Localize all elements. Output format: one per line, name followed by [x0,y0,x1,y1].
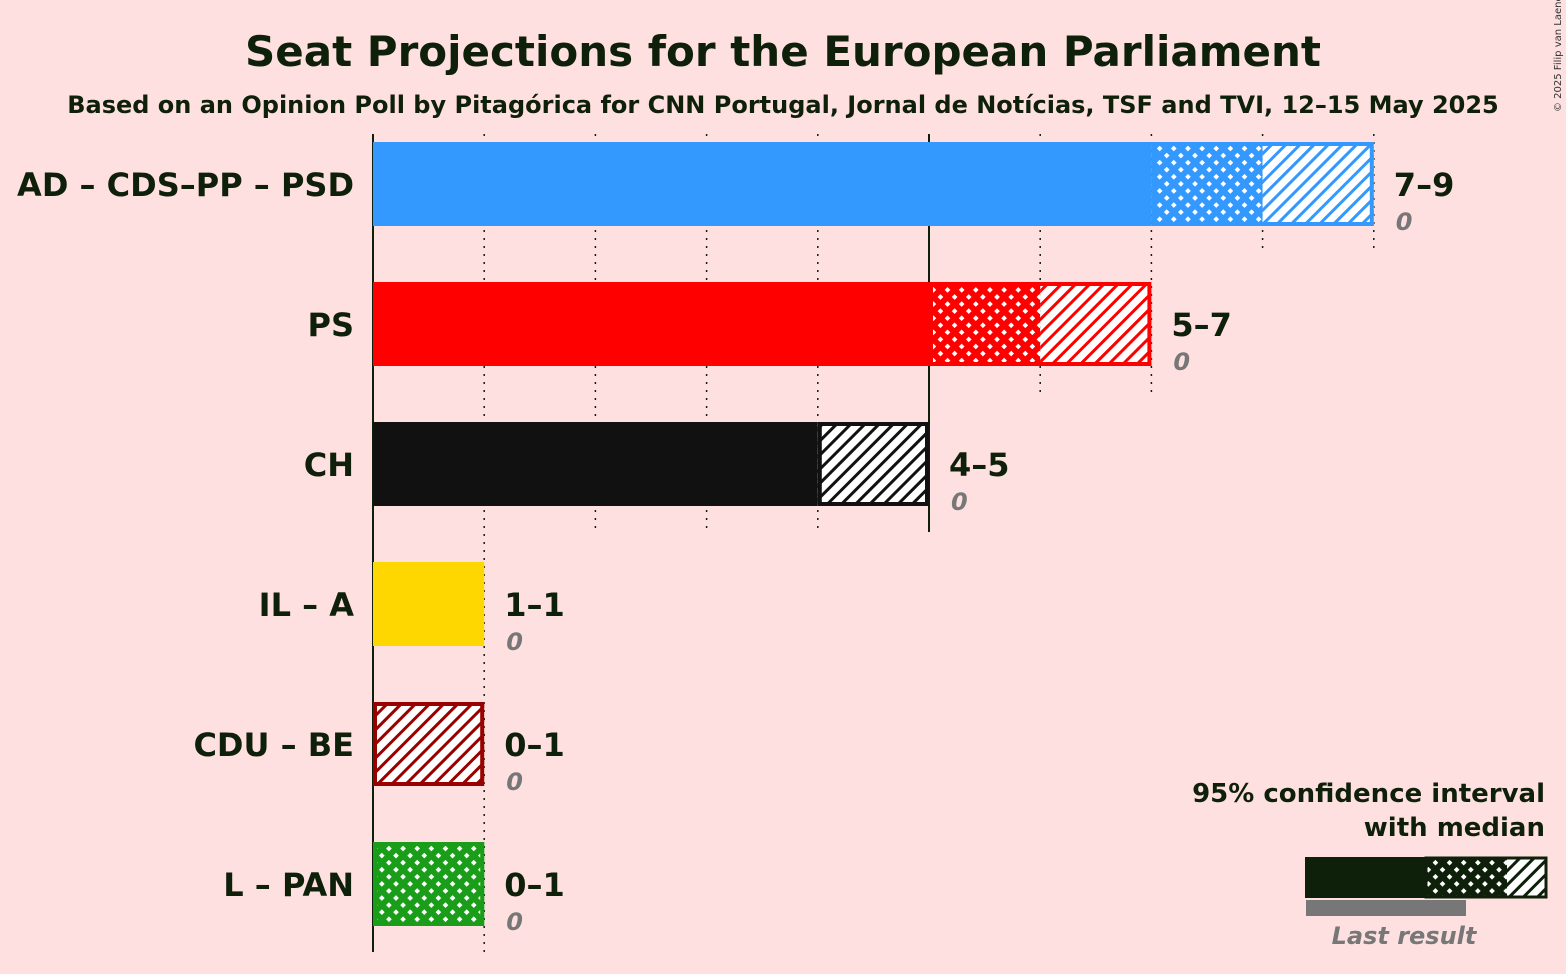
bar-solid [373,282,929,366]
party-row: IL – A 1–1 0 [259,562,565,656]
bar-solid [373,562,485,646]
legend-last-result-bar [1306,900,1466,916]
bar-interval-outline [929,282,1152,366]
party-row: L – PAN 0–1 0 [223,842,565,936]
legend-upper-swatch [1507,857,1547,898]
party-row: AD – CDS–PP – PSD 7–9 0 [17,142,1454,236]
party-name-label: CDU – BE [193,726,354,764]
seat-range-label: 7–9 [1394,166,1455,204]
bar-upper-interval [817,422,929,506]
seat-range-label: 0–1 [504,866,565,904]
party-row: PS 5–7 0 [308,282,1232,376]
last-result-label: 0 [951,488,968,516]
copyright-notice: © 2025 Filip van Laenen [1553,0,1564,112]
seat-range-label: 0–1 [504,726,565,764]
chart-subtitle: Based on an Opinion Poll by Pitagórica f… [67,91,1499,119]
bar-median-interval [929,282,1041,366]
bar-solid [373,422,818,506]
last-result-label: 0 [506,768,523,796]
bar-upper-interval [1040,282,1152,366]
bar-median-interval [373,842,485,926]
last-result-label: 0 [1396,208,1413,236]
bar-interval-outline [373,842,485,926]
legend-ci-label: 95% confidence interval [1192,779,1545,809]
last-result-label: 0 [1173,348,1190,376]
seat-range-label: 4–5 [949,446,1010,484]
legend-median-label: with median [1364,813,1545,843]
bar-upper-interval [1262,142,1374,226]
bar-upper-interval [373,702,485,786]
last-result-label: 0 [506,628,523,656]
party-name-label: AD – CDS–PP – PSD [17,166,354,204]
chart-title: Seat Projections for the European Parlia… [245,27,1321,76]
party-row: CH 4–5 0 [304,422,1010,516]
gridlines [372,134,1375,952]
bar-median-interval [1151,142,1263,226]
legend-solid-swatch [1305,857,1425,898]
legend-median-swatch [1425,857,1507,898]
bars: AD – CDS–PP – PSD 7–9 0 PS 5–7 0 CH 4–5 0 IL – A 1… [17,142,1454,936]
legend-last-result-label: Last result [1332,922,1478,950]
party-name-label: L – PAN [223,866,354,904]
party-name-label: CH [304,446,354,484]
bar-interval-outline [817,422,929,506]
last-result-label: 0 [506,908,523,936]
legend-swatch-outline [1424,856,1548,899]
bar-solid [373,142,1152,226]
seat-range-label: 5–7 [1171,306,1232,344]
seat-range-label: 1–1 [504,586,565,624]
party-row: CDU – BE 0–1 0 [193,702,565,796]
bar-interval-outline [1151,142,1374,226]
party-name-label: PS [308,306,355,344]
party-name-label: IL – A [259,586,355,624]
bar-interval-outline [373,702,485,786]
legend: 95% confidence interval with median Last… [1192,779,1548,950]
